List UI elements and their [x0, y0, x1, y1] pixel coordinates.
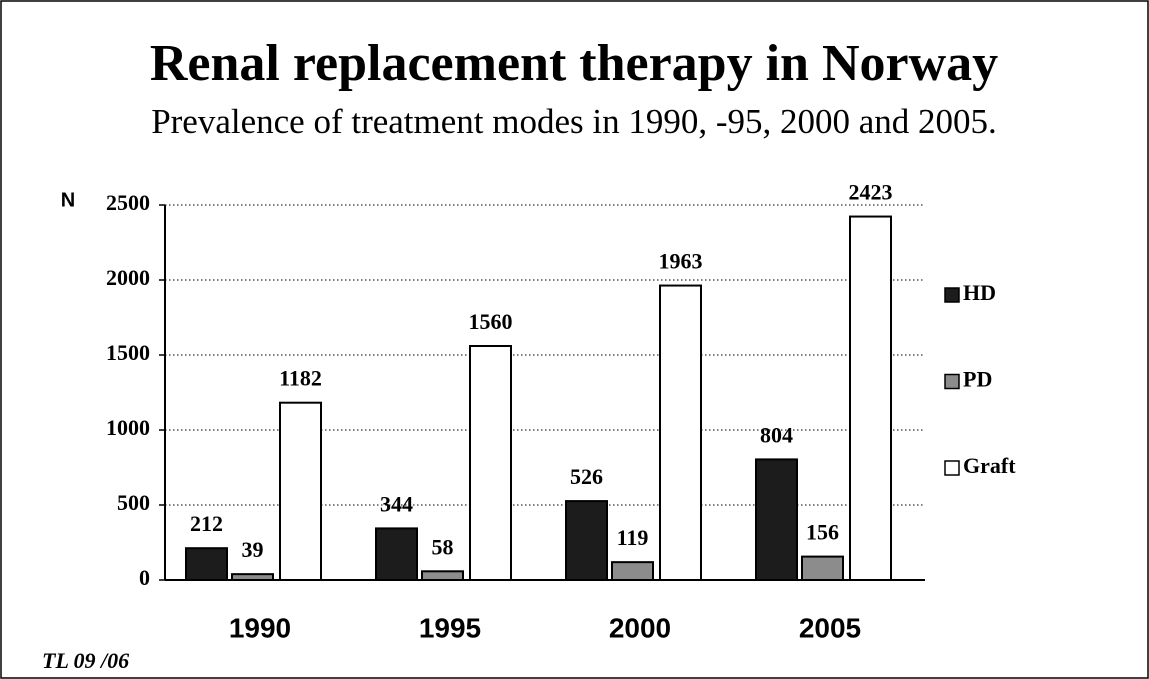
x-tick-label: 1990 [229, 612, 291, 643]
legend-label: HD [963, 280, 996, 305]
bar [421, 570, 464, 581]
y-tick-label: 1500 [106, 340, 150, 365]
data-label: 156 [806, 520, 839, 545]
data-label: 1182 [279, 366, 322, 391]
data-label: 1963 [659, 249, 703, 274]
legend-swatch [944, 460, 960, 476]
bar [801, 555, 844, 581]
data-label: 212 [190, 511, 223, 536]
data-label: 344 [380, 491, 413, 516]
data-label: 119 [617, 525, 649, 550]
chart-subtitle: Prevalence of treatment modes in 1990, -… [151, 102, 997, 141]
data-label: 526 [570, 464, 603, 489]
chart-title: Renal replacement therapy in Norway [150, 35, 998, 92]
data-label: 39 [242, 537, 264, 562]
bar [375, 527, 418, 582]
bar [279, 401, 322, 582]
bar [231, 573, 274, 582]
data-label: 2423 [849, 180, 893, 205]
legend-label: PD [963, 367, 992, 392]
legend-label: Graft [963, 453, 1016, 478]
legend-swatch [944, 287, 960, 303]
data-label: 804 [760, 422, 793, 447]
bar [659, 284, 702, 581]
y-tick-label: 500 [117, 490, 150, 515]
y-tick-label: 1000 [106, 415, 150, 440]
bar [755, 458, 798, 581]
bar [565, 500, 608, 582]
bar [849, 215, 892, 582]
y-tick-label: 2500 [106, 190, 150, 215]
bar [469, 345, 512, 581]
y-axis-label: N [61, 189, 75, 211]
y-tick-label: 2000 [106, 265, 150, 290]
footnote: TL 09 /06 [42, 648, 129, 673]
y-tick-label: 0 [139, 565, 150, 590]
data-label: 1560 [469, 309, 513, 334]
bar [611, 561, 654, 582]
x-tick-label: 2000 [609, 612, 671, 643]
legend-swatch [944, 373, 960, 390]
x-tick-label: 2005 [799, 612, 861, 643]
data-label: 58 [432, 534, 454, 559]
bar [185, 547, 228, 582]
x-tick-label: 1995 [419, 612, 481, 643]
